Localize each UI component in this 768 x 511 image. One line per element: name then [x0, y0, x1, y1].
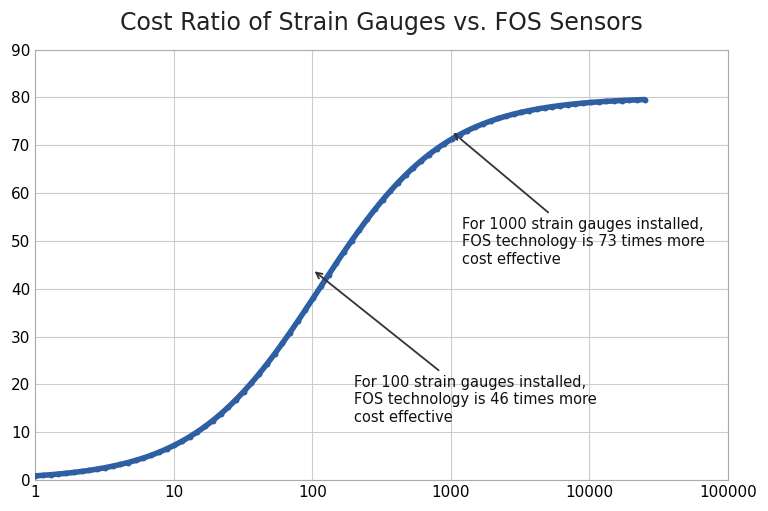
Point [245, 379, 257, 387]
Point [237, 387, 250, 396]
Point [184, 433, 196, 441]
Point [29, 472, 41, 480]
Point [538, 104, 551, 112]
Point [546, 103, 558, 111]
Point [376, 196, 389, 204]
Point [75, 468, 88, 476]
Point [230, 396, 242, 404]
Point [323, 271, 335, 279]
Point [199, 422, 211, 430]
Point [592, 98, 604, 106]
Point [384, 187, 396, 195]
Point [577, 99, 589, 107]
Point [91, 465, 103, 473]
Point [492, 114, 505, 123]
Point [561, 101, 574, 109]
Point [83, 466, 95, 474]
Point [52, 470, 65, 478]
Point [122, 458, 134, 467]
Point [45, 471, 57, 479]
Point [145, 451, 157, 459]
Point [161, 445, 173, 453]
Point [477, 120, 489, 128]
Point [608, 97, 621, 105]
Point [399, 171, 412, 179]
Point [276, 339, 289, 347]
Point [392, 178, 404, 187]
Point [37, 471, 49, 479]
Point [106, 462, 118, 470]
Point [114, 460, 127, 469]
Point [407, 164, 419, 172]
Point [430, 145, 442, 153]
Point [554, 102, 566, 110]
Point [346, 237, 358, 245]
Point [531, 105, 543, 113]
Text: For 100 strain gauges installed,
FOS technology is 46 times more
cost effective: For 100 strain gauges installed, FOS tec… [316, 272, 597, 425]
Point [422, 150, 435, 158]
Point [369, 205, 381, 214]
Point [168, 441, 180, 449]
Point [68, 468, 80, 476]
Point [292, 317, 304, 326]
Point [438, 140, 450, 148]
Point [260, 360, 273, 368]
Point [485, 117, 497, 125]
Text: For 1000 strain gauges installed,
FOS technology is 73 times more
cost effective: For 1000 strain gauges installed, FOS te… [455, 134, 705, 267]
Point [639, 96, 651, 104]
Point [60, 469, 72, 477]
Point [176, 437, 188, 445]
Point [284, 329, 296, 337]
Title: Cost Ratio of Strain Gauges vs. FOS Sensors: Cost Ratio of Strain Gauges vs. FOS Sens… [121, 11, 643, 35]
Point [469, 123, 482, 131]
Point [222, 403, 234, 411]
Point [624, 96, 636, 104]
Point [268, 350, 280, 358]
Point [137, 454, 150, 462]
Point [361, 215, 373, 223]
Point [253, 370, 265, 378]
Point [454, 130, 466, 138]
Point [300, 306, 312, 314]
Point [462, 127, 474, 135]
Point [353, 226, 366, 234]
Point [515, 108, 528, 117]
Point [631, 96, 644, 104]
Point [153, 448, 165, 456]
Point [98, 463, 111, 472]
Point [330, 259, 343, 267]
Point [338, 248, 350, 256]
Point [446, 135, 458, 143]
Point [616, 97, 628, 105]
Point [214, 410, 227, 418]
Point [500, 112, 512, 120]
Point [130, 456, 142, 464]
Point [315, 283, 327, 291]
Point [600, 97, 612, 105]
Point [508, 110, 520, 118]
Point [415, 157, 427, 165]
Point [523, 106, 535, 114]
Point [207, 416, 219, 425]
Point [569, 100, 581, 108]
Point [307, 294, 319, 302]
Point [191, 428, 204, 436]
Point [584, 98, 597, 106]
